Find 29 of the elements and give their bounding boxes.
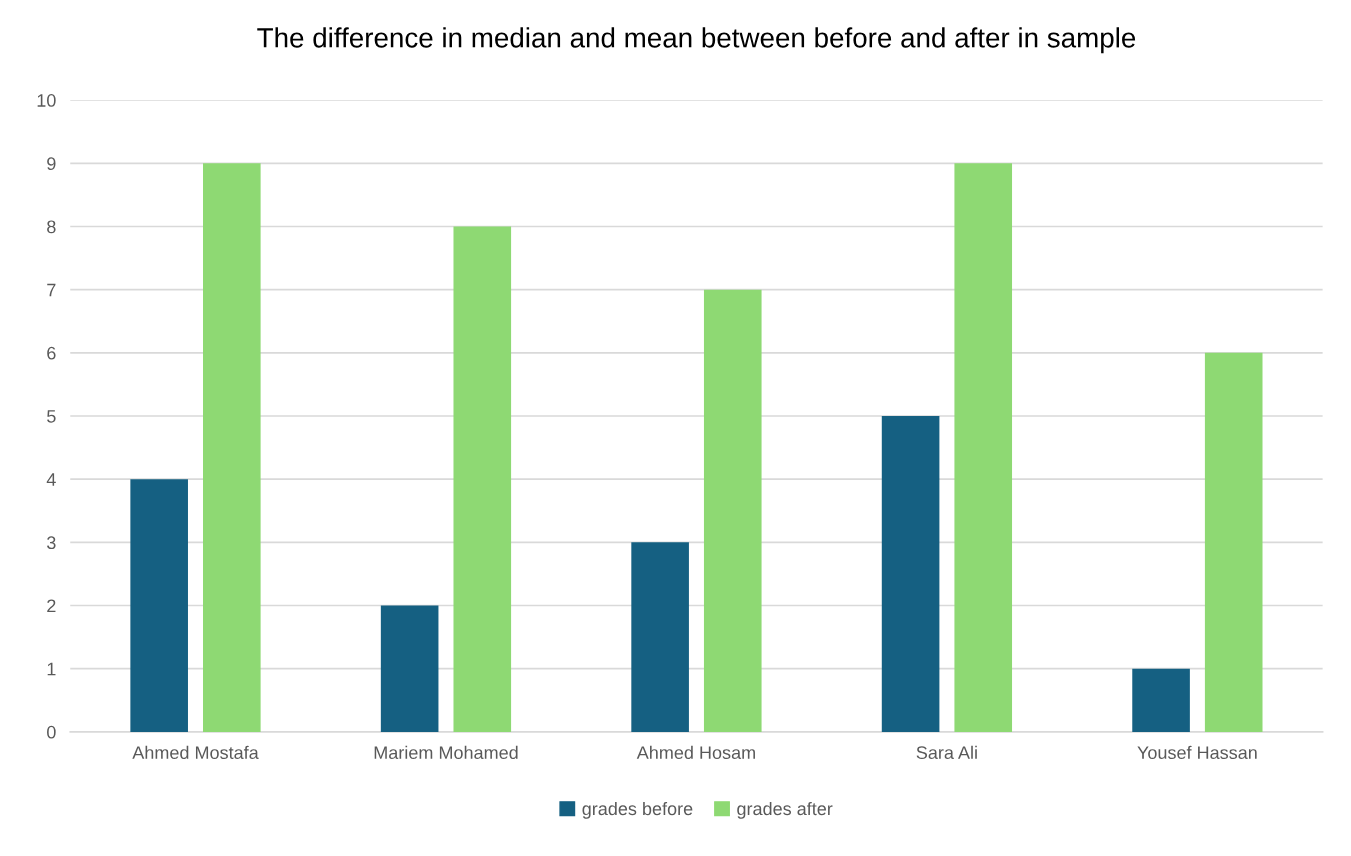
- bar: [1204, 352, 1263, 732]
- y-tick-label: 9: [47, 157, 56, 171]
- y-tick-label: 4: [46, 473, 56, 486]
- x-tick-label: Mariem Mohamed: [374, 745, 518, 760]
- bar: [1132, 668, 1190, 732]
- x-tick-label: Ahmed Mostafa: [132, 745, 259, 760]
- y-tick-label: 7: [47, 283, 56, 297]
- bar: [380, 605, 439, 732]
- y-tick-label: 8: [47, 220, 56, 234]
- x-tick-label: Ahmed Hosam: [636, 745, 755, 760]
- chart-title: The difference in median and mean between before and after in sample: [257, 27, 1136, 54]
- legend-label: grades after: [737, 801, 833, 819]
- bar: [203, 163, 261, 732]
- y-tick-label: 1: [47, 662, 56, 676]
- y-tick-label: 3: [47, 536, 56, 550]
- y-tick-label: 0: [47, 725, 56, 739]
- bar: [881, 416, 940, 732]
- x-tick-label: Sara Ali: [916, 745, 977, 760]
- y-tick-label: 6: [47, 346, 56, 360]
- bar: [631, 542, 689, 732]
- x-tick-label: Yousef Hassan: [1137, 745, 1257, 760]
- bar: [130, 479, 188, 732]
- bar: [453, 226, 512, 732]
- y-tick-label: 10: [37, 94, 56, 107]
- bar: [703, 289, 762, 732]
- bar: [954, 163, 1013, 732]
- y-tick-label: 2: [47, 599, 56, 613]
- y-tick-label: 5: [47, 410, 56, 423]
- legend-label: grades before: [582, 801, 693, 819]
